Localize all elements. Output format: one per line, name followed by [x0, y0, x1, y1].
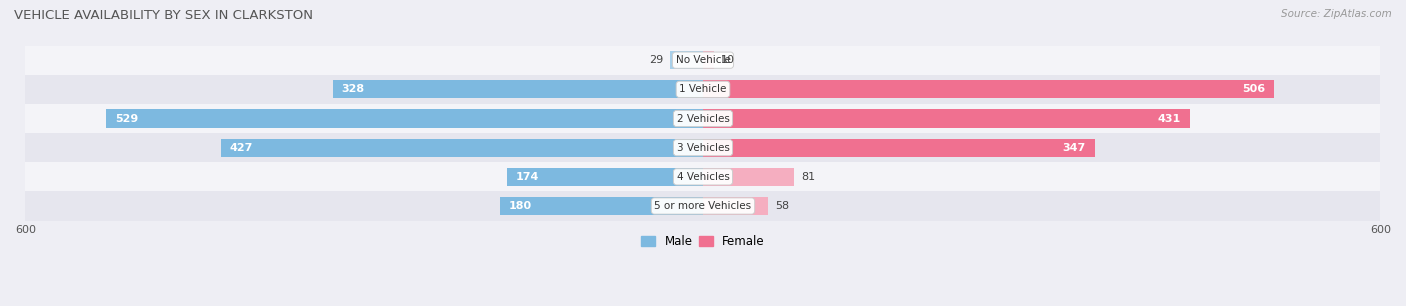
Text: 427: 427 — [229, 143, 253, 153]
Text: VEHICLE AVAILABILITY BY SEX IN CLARKSTON: VEHICLE AVAILABILITY BY SEX IN CLARKSTON — [14, 9, 314, 22]
Text: 1 Vehicle: 1 Vehicle — [679, 84, 727, 94]
Text: 81: 81 — [801, 172, 815, 182]
Bar — [703, 139, 1095, 157]
Text: 29: 29 — [650, 55, 664, 65]
Bar — [703, 80, 1274, 99]
Bar — [671, 51, 703, 69]
Text: 347: 347 — [1063, 143, 1085, 153]
Bar — [703, 168, 794, 186]
Text: 180: 180 — [509, 201, 531, 211]
Text: 174: 174 — [516, 172, 538, 182]
Bar — [25, 192, 1381, 221]
Legend: Male, Female: Male, Female — [637, 231, 769, 253]
Text: Source: ZipAtlas.com: Source: ZipAtlas.com — [1281, 9, 1392, 19]
Bar — [703, 197, 769, 215]
Text: 431: 431 — [1157, 114, 1181, 124]
Bar — [221, 139, 703, 157]
Text: 5 or more Vehicles: 5 or more Vehicles — [654, 201, 752, 211]
Text: 58: 58 — [775, 201, 789, 211]
Text: 2 Vehicles: 2 Vehicles — [676, 114, 730, 124]
Bar — [25, 104, 1381, 133]
Bar — [506, 168, 703, 186]
Text: 10: 10 — [721, 55, 735, 65]
Text: 4 Vehicles: 4 Vehicles — [676, 172, 730, 182]
Bar — [703, 51, 714, 69]
Bar — [499, 197, 703, 215]
Bar — [105, 110, 703, 128]
Text: 328: 328 — [342, 84, 364, 94]
Bar — [703, 110, 1189, 128]
Bar — [333, 80, 703, 99]
Bar — [25, 75, 1381, 104]
Bar — [25, 133, 1381, 162]
Text: 529: 529 — [115, 114, 138, 124]
Text: 506: 506 — [1241, 84, 1265, 94]
Bar — [25, 162, 1381, 192]
Bar — [25, 46, 1381, 75]
Text: 3 Vehicles: 3 Vehicles — [676, 143, 730, 153]
Text: No Vehicle: No Vehicle — [675, 55, 731, 65]
